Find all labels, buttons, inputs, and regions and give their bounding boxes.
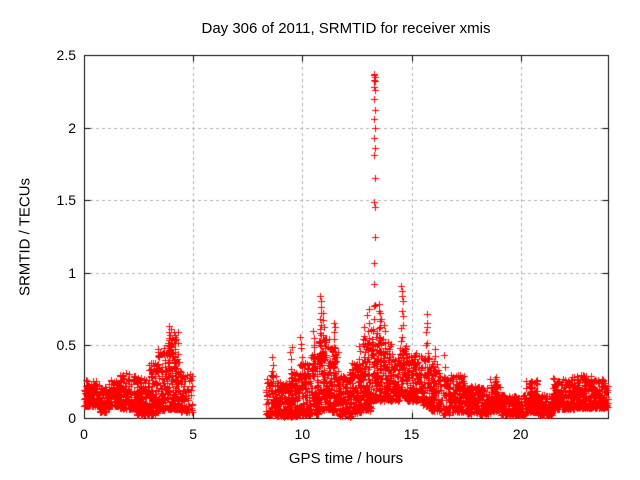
y-tick-label: 2: [68, 119, 76, 136]
y-tick-label: 0: [68, 410, 76, 426]
chart-title: Day 306 of 2011, SRMTID for receiver xmi…: [201, 20, 491, 37]
y-tick-label: 1.5: [56, 192, 76, 209]
x-axis-title: GPS time / hours: [288, 450, 404, 467]
x-tick-label: 0: [80, 426, 88, 442]
x-tick-label: 10: [294, 426, 311, 442]
y-tick-label: 0.5: [56, 337, 76, 354]
x-tick-label: 5: [189, 426, 198, 442]
y-tick-label: 1: [68, 264, 76, 281]
y-tick-label: 2.5: [56, 47, 76, 63]
x-tick-label: 15: [403, 426, 420, 442]
x-tick-label: 20: [512, 426, 529, 442]
